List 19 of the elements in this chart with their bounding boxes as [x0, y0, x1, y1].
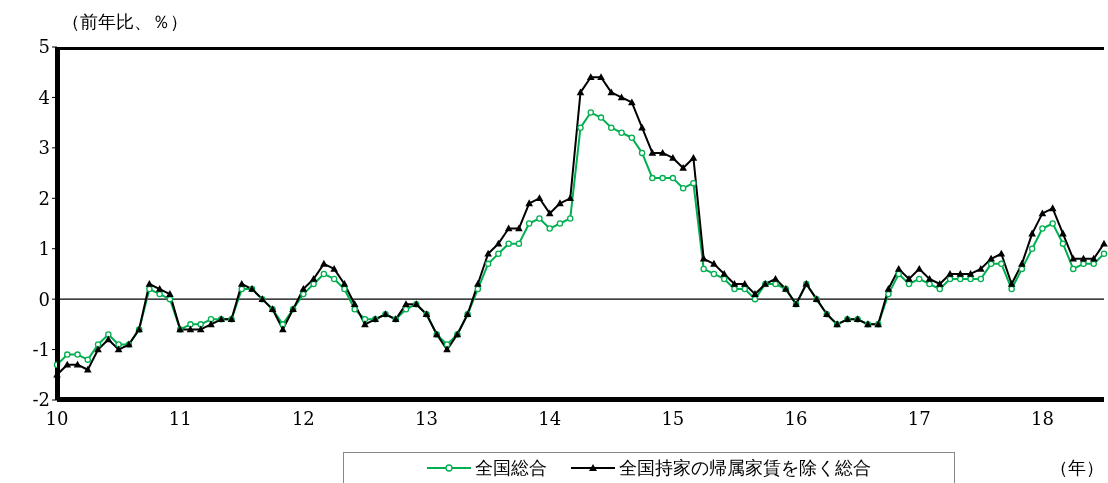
y-tick-label: -1 [32, 338, 50, 360]
y-axis-title: （前年比、％） [62, 10, 188, 34]
x-axis-title: （年） [1050, 456, 1104, 480]
y-tick-label: 5 [38, 36, 50, 58]
x-tick-label: 12 [291, 407, 315, 429]
legend-label: 全国総合 [475, 456, 547, 480]
x-tick-label: 18 [1030, 407, 1054, 429]
y-tick-label: 4 [38, 86, 50, 108]
y-tick-label: 2 [38, 187, 50, 209]
y-tick-label: 3 [38, 137, 50, 159]
y-tick-label: 1 [38, 238, 50, 260]
x-tick-label: 14 [538, 407, 562, 429]
x-tick-label: 11 [168, 407, 192, 429]
x-tick-label: 17 [907, 407, 931, 429]
legend-label: 全国持家の帰属家賃を除く総合 [619, 456, 871, 480]
y-tick-label: 0 [38, 288, 50, 310]
x-tick-label: 15 [661, 407, 685, 429]
x-tick-label: 16 [784, 407, 808, 429]
x-tick-label: 13 [415, 407, 438, 429]
